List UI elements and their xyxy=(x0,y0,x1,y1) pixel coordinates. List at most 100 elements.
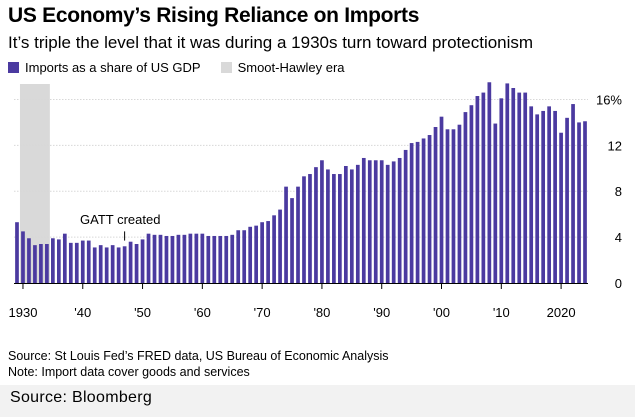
bar xyxy=(583,121,587,283)
bar xyxy=(349,169,354,283)
bar xyxy=(415,141,420,283)
bar xyxy=(39,244,43,283)
bar xyxy=(296,186,300,283)
bar xyxy=(33,245,37,283)
bar xyxy=(254,225,259,283)
bar xyxy=(511,88,516,283)
bar xyxy=(86,240,91,283)
bar xyxy=(493,123,498,283)
bar xyxy=(314,167,318,283)
bar xyxy=(535,114,540,283)
bar xyxy=(230,234,235,283)
bar xyxy=(188,233,193,283)
bar xyxy=(523,92,528,284)
bar xyxy=(469,105,474,283)
bar xyxy=(481,92,486,284)
bar xyxy=(355,164,360,283)
legend-label-smoot-hawley: Smoot-Hawley era xyxy=(237,60,345,75)
bar xyxy=(15,222,19,283)
bar xyxy=(361,157,366,283)
bar xyxy=(332,174,336,283)
bar xyxy=(62,233,67,283)
bar xyxy=(284,186,288,283)
bar xyxy=(391,161,396,283)
bar xyxy=(27,238,31,283)
bar xyxy=(236,230,241,283)
bar xyxy=(182,234,187,283)
annotation-label: GATT created xyxy=(80,212,160,227)
bar xyxy=(45,244,49,283)
bar xyxy=(200,233,205,283)
y-tick-label: 12 xyxy=(608,138,622,153)
bar xyxy=(529,106,534,284)
bar xyxy=(553,110,557,283)
bar xyxy=(152,234,157,283)
credit-bar: Source: Bloomberg xyxy=(0,385,635,417)
x-tick-label: '40 xyxy=(74,305,91,320)
bar xyxy=(397,157,402,283)
x-tick-label: '80 xyxy=(313,305,330,320)
bar xyxy=(499,98,504,283)
bar xyxy=(92,247,97,283)
x-tick-label: 2020 xyxy=(547,305,576,320)
x-tick-label: 1930 xyxy=(9,305,38,320)
bar xyxy=(248,226,253,283)
bar xyxy=(272,215,276,283)
bar xyxy=(409,143,414,283)
source-line: Source: St Louis Fed’s FRED data, US Bur… xyxy=(8,349,389,363)
bar xyxy=(242,230,247,283)
y-tick-label: 16% xyxy=(596,92,622,107)
bar xyxy=(565,117,569,283)
bar xyxy=(302,176,306,283)
bar xyxy=(116,247,121,283)
bar xyxy=(445,129,450,283)
source-notes: Source: St Louis Fed’s FRED data, US Bur… xyxy=(8,348,389,380)
bar xyxy=(164,235,169,283)
bar xyxy=(170,235,175,283)
bar xyxy=(463,112,468,284)
legend-swatch-smoot-hawley xyxy=(220,62,232,73)
bar xyxy=(475,96,480,283)
x-tick-label: '10 xyxy=(493,305,510,320)
bar xyxy=(140,239,145,283)
bar xyxy=(367,160,372,283)
chart-subtitle: It’s triple the level that it was during… xyxy=(8,33,534,52)
x-tick-label: '60 xyxy=(194,305,211,320)
bar xyxy=(134,244,139,283)
bar xyxy=(56,239,61,283)
y-tick-label: 0 xyxy=(615,276,622,291)
bar xyxy=(278,209,282,283)
bar xyxy=(266,221,270,283)
legend-swatch-imports xyxy=(8,62,19,73)
bar xyxy=(110,245,115,283)
bar xyxy=(559,132,563,283)
y-tick-label: 8 xyxy=(615,184,622,199)
bar xyxy=(224,235,229,283)
bar xyxy=(457,124,462,283)
bar xyxy=(343,166,348,283)
bar xyxy=(158,234,163,283)
bar xyxy=(212,235,217,283)
bar-chart: 0 4 8 12 16% 1930 '40 '50 '60 '70 '80 '90 '00 '10 2020… xyxy=(9,82,622,320)
credit-text: Source: Bloomberg xyxy=(10,389,153,406)
y-tick-label: 4 xyxy=(615,230,622,245)
bar xyxy=(218,235,223,283)
bar xyxy=(451,129,456,283)
bar xyxy=(68,242,73,283)
legend-item-smoot-hawley: Smoot-Hawley era xyxy=(220,60,345,75)
bar xyxy=(146,233,151,283)
legend-label-imports: Imports as a share of US GDP xyxy=(25,60,201,75)
bar xyxy=(122,246,127,283)
bar xyxy=(80,240,85,283)
bar xyxy=(421,138,426,283)
bar xyxy=(320,160,324,283)
bar xyxy=(385,164,390,283)
bar xyxy=(308,174,312,283)
bar xyxy=(338,174,342,283)
bar xyxy=(260,222,264,283)
legend-item-imports: Imports as a share of US GDP xyxy=(8,60,201,75)
bar xyxy=(427,135,432,283)
bar xyxy=(104,247,109,283)
x-tick-label: '90 xyxy=(373,305,390,320)
